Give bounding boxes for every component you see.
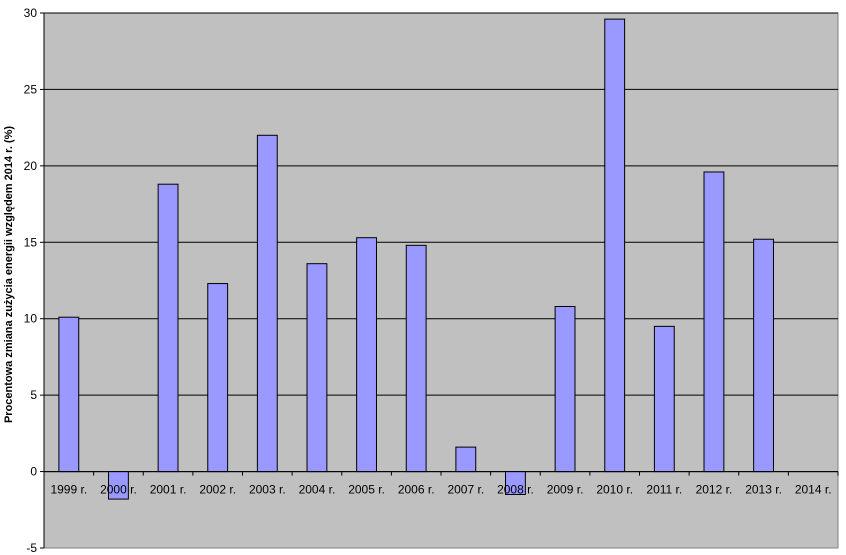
zero-line-group	[43, 471, 839, 476]
y-tick-label: 10	[24, 312, 38, 326]
x-tick-label: 2014 r.	[795, 483, 832, 497]
bar-2005	[356, 237, 377, 473]
bar-2011	[653, 325, 675, 473]
bar-2009	[554, 305, 576, 473]
bar-2004	[306, 263, 328, 473]
bar-2006	[405, 244, 427, 473]
bar-2012	[703, 171, 725, 473]
y-tick-label: 25	[24, 82, 38, 96]
x-tick-labels: 1999 r. 2000 r. 2001 r. 2002 r. 2003 r. 2004 …	[50, 483, 831, 497]
x-tick-label: 2009 r.	[547, 483, 584, 497]
bars	[58, 18, 774, 500]
x-tick-label: 2010 r.	[596, 483, 633, 497]
bar-2003	[256, 134, 278, 473]
bar-1999	[58, 316, 80, 473]
y-tick-label: -5	[26, 541, 37, 555]
bar-2007	[455, 446, 477, 473]
y-tick-label: 5	[30, 388, 37, 402]
x-tick-label: 2006 r.	[398, 483, 435, 497]
x-tick-label: 2001 r.	[150, 483, 187, 497]
y-tick-label: 0	[30, 465, 37, 479]
x-tick-label: 2008 r.	[497, 483, 534, 497]
y-tick-label: 30	[24, 6, 38, 20]
x-tick-label: 2002 r.	[199, 483, 236, 497]
bar-2001	[157, 183, 179, 473]
y-tick-labels: -5 0 5 10 15 20 25 30	[24, 6, 38, 555]
x-tick-label: 2004 r.	[299, 483, 336, 497]
x-tick-label: 2012 r.	[696, 483, 733, 497]
x-tick-label: 2005 r.	[348, 483, 385, 497]
x-tick-label: 2000 r.	[100, 483, 137, 497]
bar-2002	[207, 283, 229, 473]
bar-2010	[604, 18, 626, 473]
x-tick-label: 2011 r.	[646, 483, 682, 497]
x-tick-label: 2007 r.	[447, 483, 484, 497]
y-tick-label: 20	[24, 159, 38, 173]
x-tick-label: 2003 r.	[249, 483, 286, 497]
y-tick-label: 15	[24, 235, 38, 249]
x-tick-label: 2013 r.	[745, 483, 782, 497]
y-axis-label: Procentowa zmiana zużycia energii względ…	[3, 126, 15, 423]
bar-2013	[753, 238, 774, 473]
x-tick-label: 1999 r.	[50, 483, 87, 497]
